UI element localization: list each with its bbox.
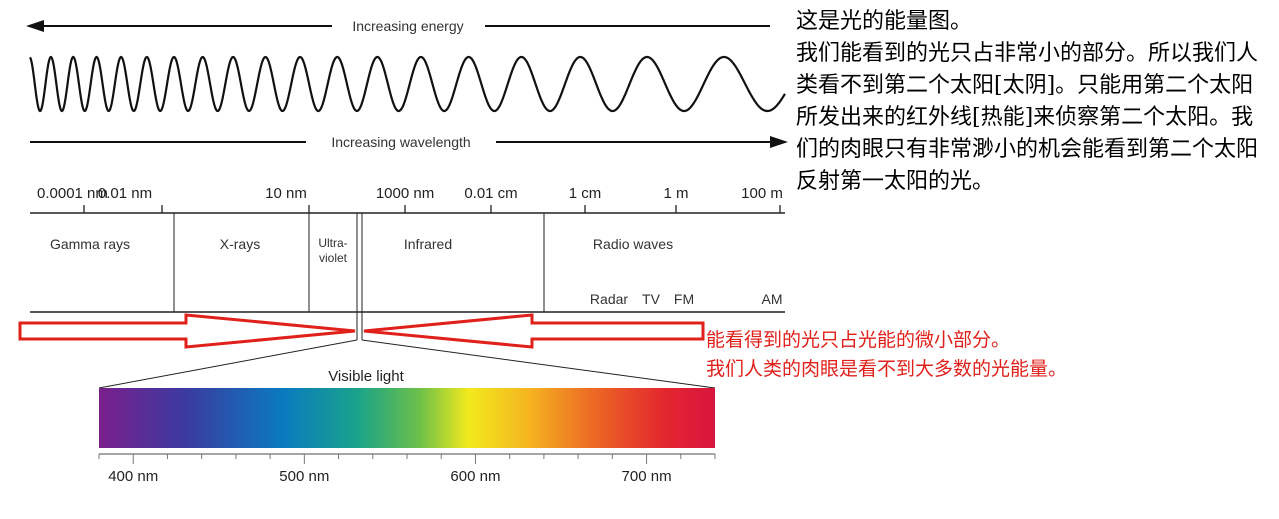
energy-label: Increasing energy: [352, 18, 463, 34]
red-pointer-arrows: [18, 313, 705, 349]
note-line-1: 这是光的能量图。: [796, 9, 973, 34]
scale-tick-label: 100 m: [741, 185, 783, 202]
visible-tick-label: 700 nm: [622, 468, 672, 485]
wave-curve: [29, 55, 786, 113]
wavelength-scale: 0.0001 nm0.01 nm 10 nm 1000 nm 0.01 cm 1 cm 1…: [30, 185, 785, 214]
visible-scale: 400 nm 500 nm 600 nm 700 nm: [98, 453, 716, 485]
scale-tick-label: 1000 nm: [376, 185, 434, 202]
band-uv-line2: violet: [319, 251, 348, 265]
wavelength-label: Increasing wavelength: [331, 134, 470, 150]
red-arrow-right: [363, 313, 705, 349]
red-note-line-2: 我们人类的肉眼是看不到大多数的光能量。: [706, 358, 1068, 380]
visible-tick-label: 600 nm: [450, 468, 500, 485]
band-am: AM: [762, 291, 783, 307]
visible-tick-label: 500 nm: [279, 468, 329, 485]
scale-tick-label: 1 cm: [569, 185, 602, 202]
energy-arrow: Increasing energy: [26, 18, 770, 34]
scale-tick-label: 10 nm: [265, 185, 307, 202]
scale-tick-label: 0.0001 nm: [37, 185, 108, 202]
visible-spectrum-bar: [99, 388, 715, 448]
band-radio: Radio waves: [593, 236, 673, 252]
band-uv-line1: Ultra-: [318, 236, 347, 250]
spectrum-bands: Gamma rays X-rays Ultra- violet Infrared…: [30, 213, 785, 313]
explanation-text: 这是光的能量图。 我们能看到的光只占非常小的部分。所以我们人类看不到第二个太阳[…: [796, 6, 1266, 198]
band-tv: TV: [642, 291, 661, 307]
red-annotation: 能看得到的光只占光能的微小部分。 我们人类的肉眼是看不到大多数的光能量。: [706, 326, 1276, 384]
red-arrow-left: [18, 313, 356, 349]
scale-tick-label: 0.01 nm: [98, 185, 152, 202]
scale-tick-label: 1 m: [663, 185, 688, 202]
visible-light-label: Visible light: [328, 368, 404, 385]
wavelength-arrow: Increasing wavelength: [30, 134, 788, 150]
band-fm: FM: [674, 291, 694, 307]
visible-funnel: Visible light: [98, 312, 716, 389]
band-infrared: Infrared: [404, 236, 452, 252]
visible-tick-label: 400 nm: [108, 468, 158, 485]
scale-tick-label: 0.01 cm: [464, 185, 517, 202]
red-note-line-1: 能看得到的光只占光能的微小部分。: [706, 329, 1011, 351]
band-radar: Radar: [590, 291, 628, 307]
band-xrays: X-rays: [220, 236, 260, 252]
note-line-2: 我们能看到的光只占非常小的部分。所以我们人类看不到第二个太阳[太阴]。只能用第二…: [796, 41, 1259, 194]
band-gamma: Gamma rays: [50, 236, 130, 252]
